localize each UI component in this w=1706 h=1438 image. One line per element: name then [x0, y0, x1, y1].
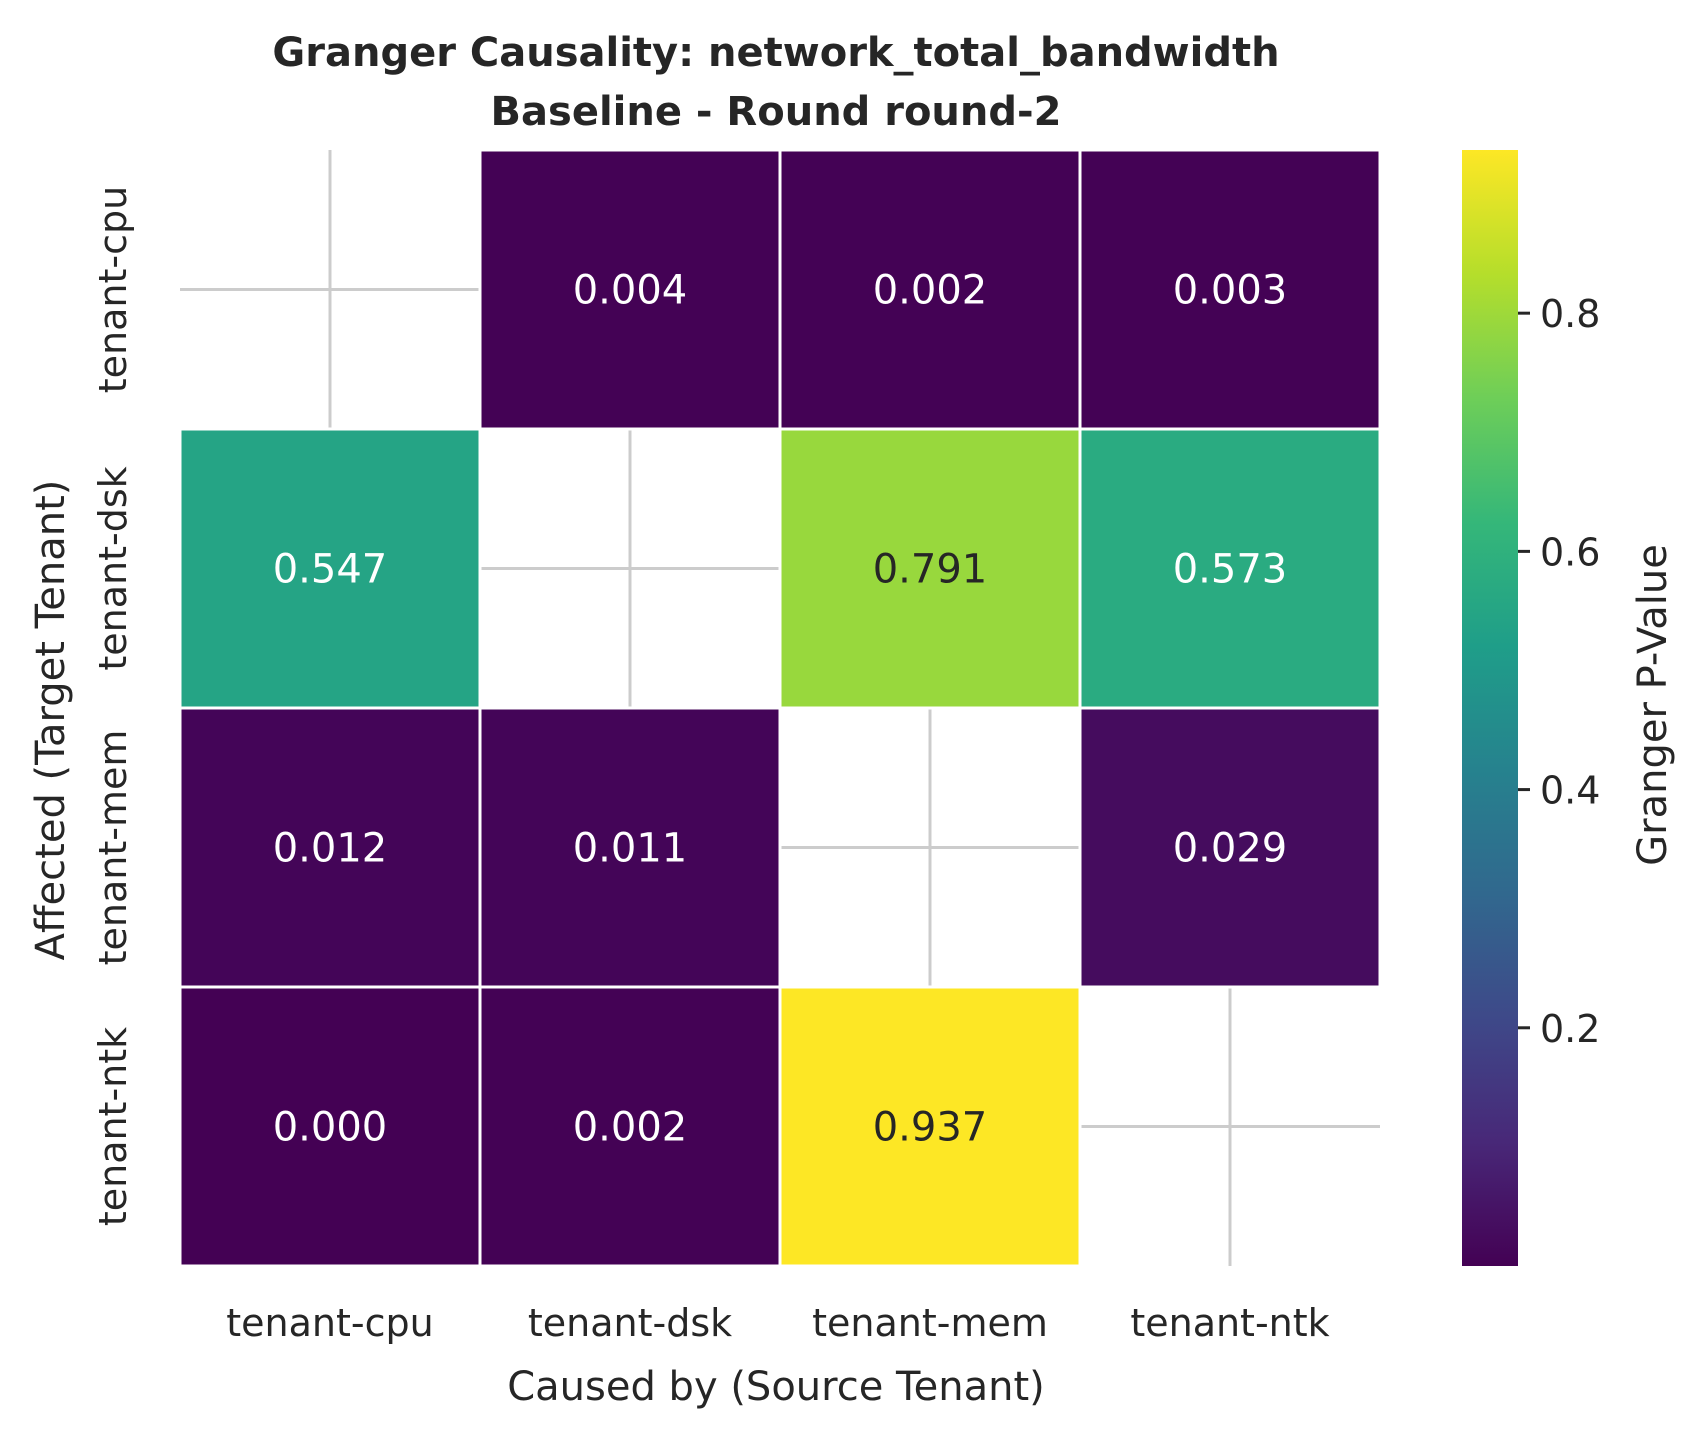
- x-axis-label: Caused by (Source Tenant): [507, 1364, 1045, 1410]
- cell-value-label: 0.547: [273, 547, 388, 593]
- cell-value-label: 0.003: [1173, 268, 1288, 314]
- cell-value-label: 0.002: [873, 268, 988, 314]
- y-tick-labels: tenant-cpu tenant-dsk tenant-mem tenant-ntk: [91, 186, 135, 1226]
- x-tick-label: tenant-ntk: [1130, 1301, 1329, 1345]
- y-tick-label: tenant-ntk: [91, 1027, 135, 1226]
- colorbar-gradient: [1462, 150, 1518, 1266]
- x-tick-label: tenant-mem: [812, 1301, 1048, 1345]
- cell-value-label: 0.029: [1173, 826, 1288, 872]
- heatmap-cell: [178, 427, 482, 710]
- cell-value-label: 0.000: [273, 1105, 388, 1151]
- y-tick-label: tenant-dsk: [91, 466, 135, 670]
- colorbar: 0.2 0.4 0.6 0.8: [1462, 150, 1600, 1266]
- heatmap-cell: [478, 706, 782, 989]
- cell-value-label: 0.791: [873, 547, 988, 593]
- heatmap-cell: [1078, 706, 1382, 989]
- chart-subtitle: Baseline - Round round-2: [491, 89, 1062, 135]
- colorbar-label: Granger P-Value: [1630, 544, 1676, 866]
- heatmap-cell: [778, 148, 1082, 431]
- y-tick-label: tenant-mem: [91, 730, 135, 966]
- heatmap-cell: [178, 706, 482, 989]
- heatmap-cell: [478, 985, 782, 1268]
- colorbar-tick-label: 0.4: [1540, 769, 1600, 813]
- x-tick-label: tenant-cpu: [226, 1301, 433, 1345]
- cell-value-label: 0.012: [273, 826, 388, 872]
- cell-value-label: 0.011: [573, 826, 688, 872]
- heatmap-cell: [778, 985, 1082, 1268]
- cell-value-label: 0.937: [873, 1105, 988, 1151]
- colorbar-tick-label: 0.8: [1540, 292, 1600, 336]
- cell-value-label: 0.002: [573, 1105, 688, 1151]
- heatmap-cell: [1078, 427, 1382, 710]
- y-tick-label: tenant-cpu: [91, 186, 135, 393]
- cell-value-label: 0.004: [573, 268, 688, 314]
- colorbar-tick-label: 0.6: [1540, 530, 1600, 574]
- colorbar-tick-label: 0.2: [1540, 1007, 1600, 1051]
- cell-value-label: 0.573: [1173, 547, 1288, 593]
- heatmap-cells: 0.004 0.002 0.003 0.547 0.791 0.573 0.012 0.011…: [178, 148, 1382, 1268]
- heatmap-cell: [1078, 148, 1382, 431]
- chart-title: Granger Causality: network_total_bandwid…: [272, 30, 1279, 76]
- heatmap-cell: [478, 148, 782, 431]
- x-tick-labels: tenant-cpu tenant-dsk tenant-mem tenant-ntk: [226, 1301, 1329, 1345]
- x-tick-label: tenant-dsk: [528, 1301, 732, 1345]
- y-axis-label: Affected (Target Tenant): [28, 480, 74, 961]
